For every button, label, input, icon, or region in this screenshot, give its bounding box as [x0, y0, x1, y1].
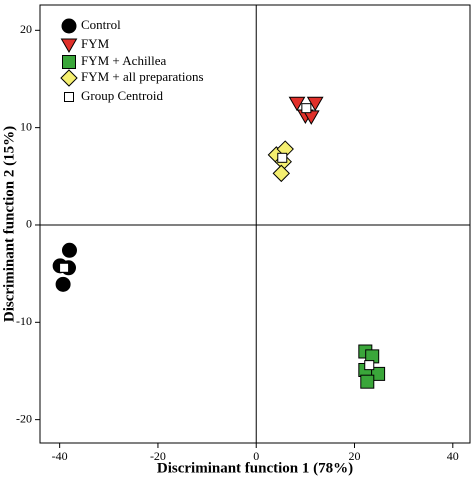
point [272, 164, 290, 183]
x-tick-label: 20 [349, 449, 361, 463]
y-tick-label: -10 [16, 314, 32, 328]
point [364, 360, 375, 371]
legend-label: FYM [81, 36, 110, 51]
plot-frame [39, 4, 471, 444]
point [277, 152, 288, 163]
x-tick-label: 40 [447, 449, 459, 463]
x-tick-label: -40 [52, 449, 68, 463]
legend-label: FYM + all preparations [81, 69, 204, 84]
x-tick-label: -20 [150, 449, 166, 463]
y-tick-label: 10 [20, 119, 32, 133]
legend-marker [60, 69, 78, 87]
y-tick-label: 20 [20, 22, 32, 36]
point [306, 96, 324, 112]
x-tick-label: 0 [253, 449, 259, 463]
y-tick-label: 0 [26, 217, 32, 231]
point [61, 242, 77, 258]
y-axis-title: Discriminant function 2 (15%) [1, 126, 17, 322]
legend-label: Group Centroid [81, 88, 163, 103]
legend-label: FYM + Achillea [81, 53, 167, 68]
legend-marker [62, 55, 76, 69]
x-axis-title: Discriminant function 1 (78%) [157, 460, 353, 476]
y-tick-label: -20 [16, 411, 32, 425]
point [288, 96, 306, 112]
legend-marker [61, 18, 77, 34]
point [360, 374, 375, 389]
legend-label: Control [81, 17, 121, 32]
legend-marker [64, 92, 74, 102]
point [55, 276, 71, 292]
legend-marker [60, 38, 78, 54]
point [301, 103, 312, 114]
point [371, 366, 386, 381]
point [59, 262, 70, 273]
